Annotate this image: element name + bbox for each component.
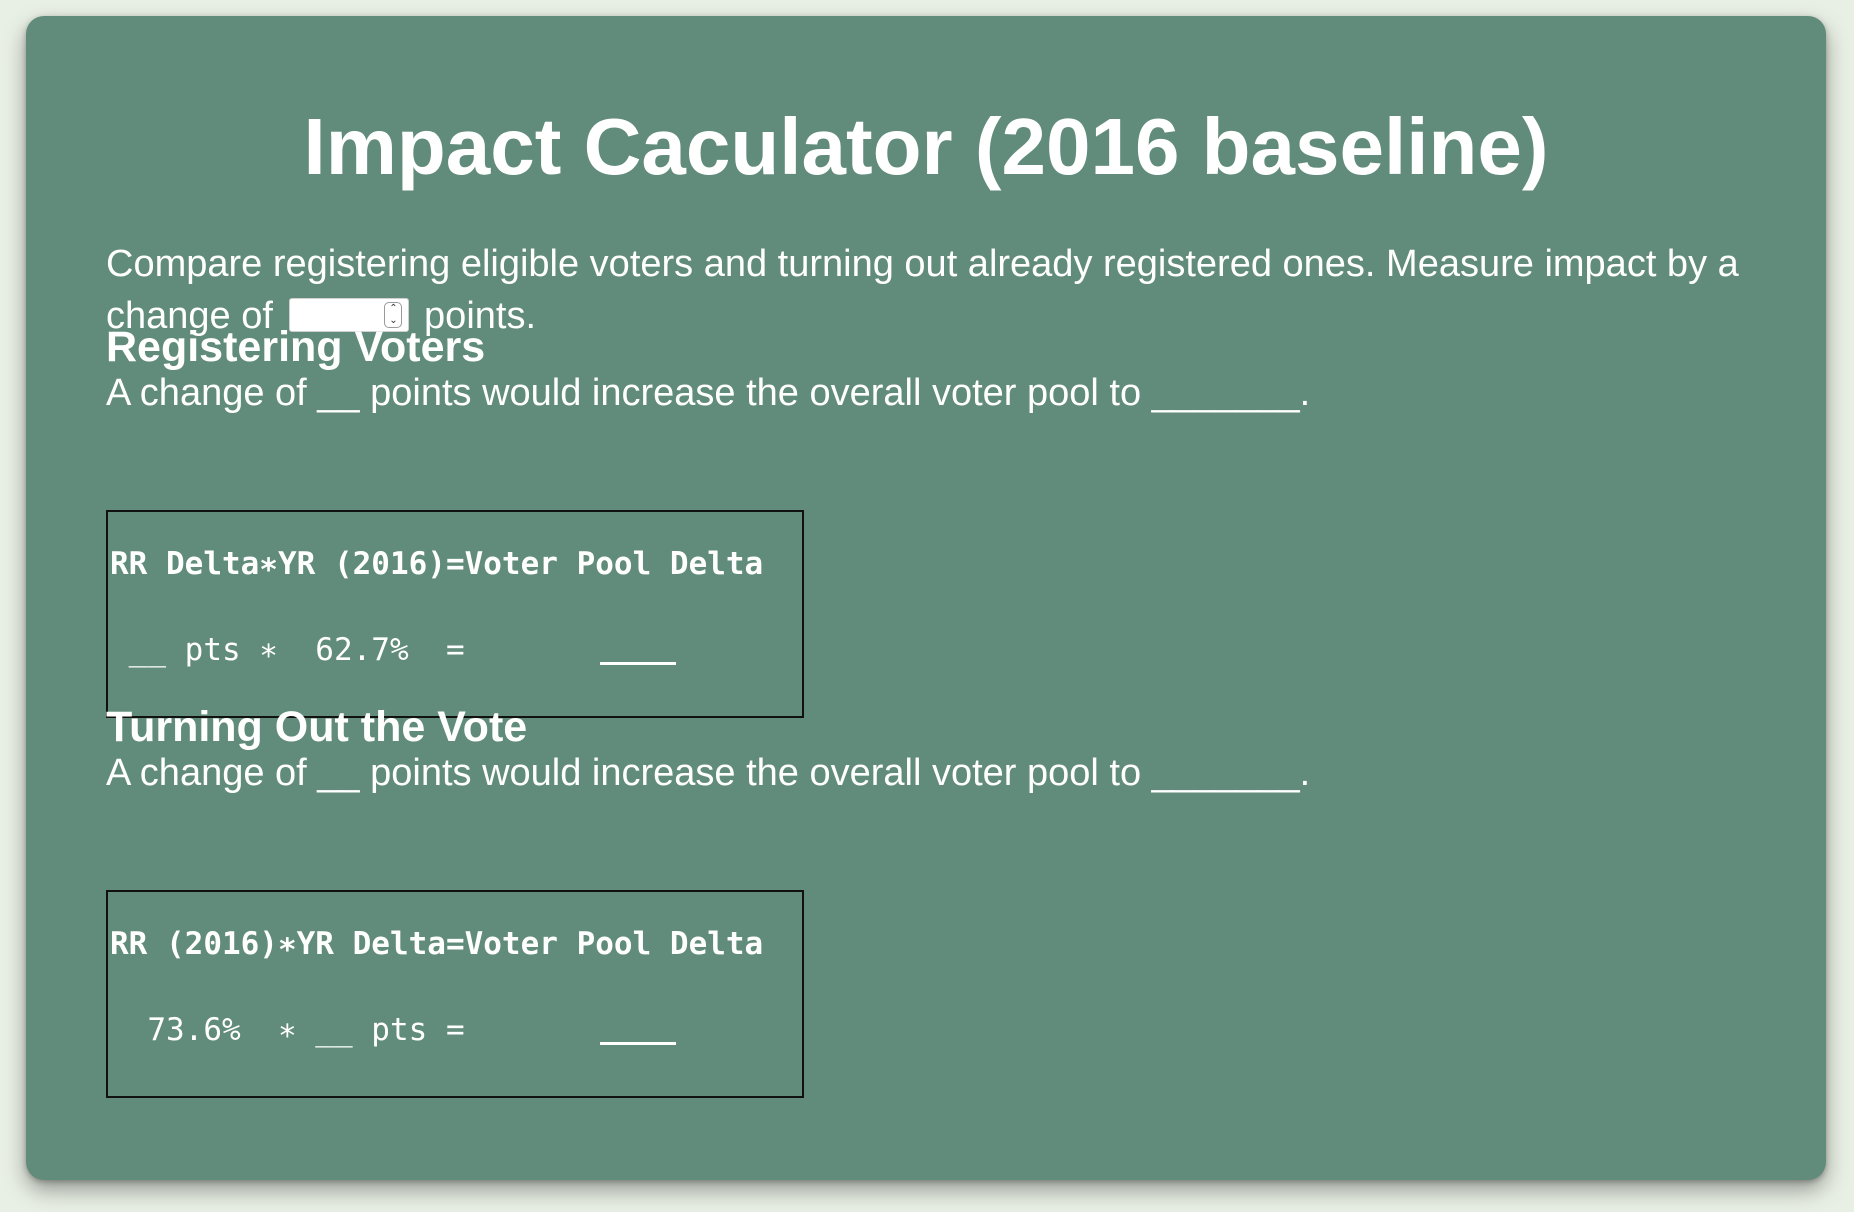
- page-title: Impact Caculator (2016 baseline): [303, 102, 1549, 191]
- turnout-formula-row: 73.6% ∗ __ pts =: [110, 1012, 465, 1048]
- turnout-formula-box: RR (2016)∗YR Delta=Voter Pool Delta 73.6…: [106, 890, 804, 1098]
- registering-sentence: A change of __ points would increase the…: [106, 372, 1311, 414]
- registering-formula-row: __ pts ∗ 62.7% =: [110, 632, 465, 668]
- points-input[interactable]: [290, 299, 381, 331]
- registering-formula-box: RR Delta∗YR (2016)=Voter Pool Delta __ p…: [106, 510, 804, 718]
- registering-result-blank: [600, 662, 676, 665]
- points-stepper[interactable]: ⌃ ⌄: [289, 298, 410, 332]
- turnout-heading: Turning Out the Vote: [106, 703, 528, 751]
- intro-text: Compare registering eligible voters and …: [106, 243, 1739, 337]
- spinner-icon[interactable]: ⌃ ⌄: [384, 302, 403, 328]
- intro-suffix: points.: [424, 295, 537, 337]
- turnout-result-blank: [600, 1042, 676, 1045]
- registering-heading: Registering Voters: [106, 323, 486, 371]
- turnout-sentence: A change of __ points would increase the…: [106, 752, 1311, 794]
- calculator-card: Impact Caculator (2016 baseline) Compare…: [26, 16, 1826, 1180]
- spinner-up-icon[interactable]: ⌃: [389, 303, 398, 314]
- turnout-formula-header: RR (2016)∗YR Delta=Voter Pool Delta: [110, 926, 764, 962]
- registering-formula-header: RR Delta∗YR (2016)=Voter Pool Delta: [110, 546, 764, 582]
- spinner-down-icon[interactable]: ⌄: [389, 315, 398, 326]
- intro-paragraph: Compare registering eligible voters and …: [106, 238, 1766, 342]
